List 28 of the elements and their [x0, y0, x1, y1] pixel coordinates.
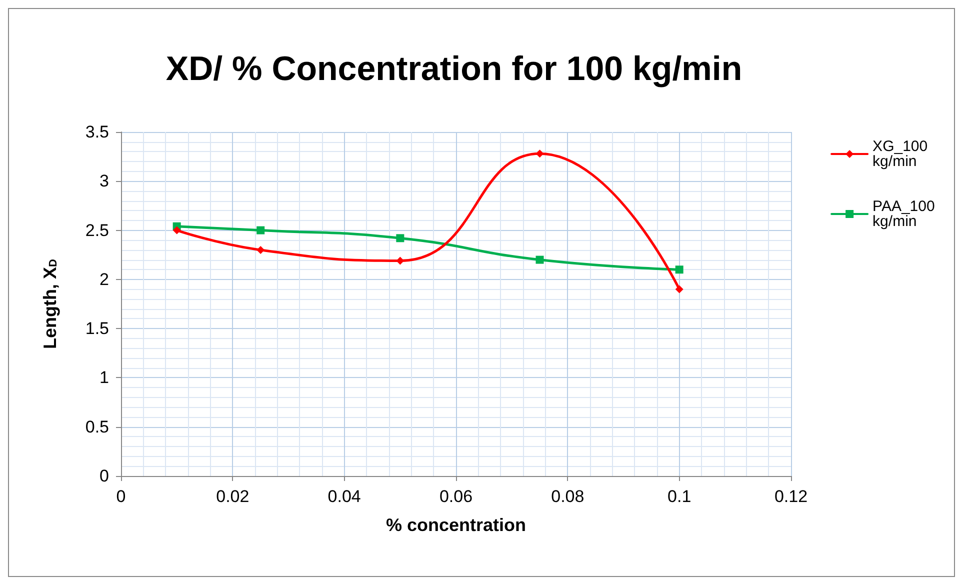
y-tick-label: 3: [100, 172, 109, 191]
y-tick-label: 2: [100, 270, 109, 289]
point: [675, 266, 684, 274]
x-tick-label: 0: [116, 487, 126, 506]
y-tick-label: 2.5: [85, 220, 109, 240]
y-axis-title: Length, XD: [40, 258, 60, 349]
x-tick-label: 0.08: [551, 487, 584, 506]
x-tick-label: 0.1: [668, 487, 692, 506]
x-tick-label: 0.04: [328, 487, 361, 506]
chart-title: XD/ % Concentration for 100 kg/min: [166, 50, 742, 88]
x-tick-label: 0.02: [216, 487, 250, 506]
x-axis-title: % concentration: [386, 515, 526, 535]
y-tick-label: 1.5: [85, 319, 109, 338]
legend-label: PAA_100 kg/min: [872, 198, 940, 230]
point: [536, 150, 544, 158]
x-tick-label: 0.12: [774, 487, 808, 506]
x-tick-label: 0.06: [439, 487, 473, 506]
point: [396, 234, 404, 242]
y-tick-label: 1: [100, 368, 109, 388]
y-tick-label: 3.5: [85, 122, 109, 142]
point: [256, 246, 265, 254]
point: [675, 285, 684, 294]
point: [536, 256, 544, 264]
point: [256, 226, 265, 234]
y-tick-label: 0: [100, 466, 109, 486]
legend-label: XG_100 kg/min: [872, 138, 932, 170]
y-tick-label: 0.5: [85, 417, 109, 436]
point: [172, 226, 181, 234]
